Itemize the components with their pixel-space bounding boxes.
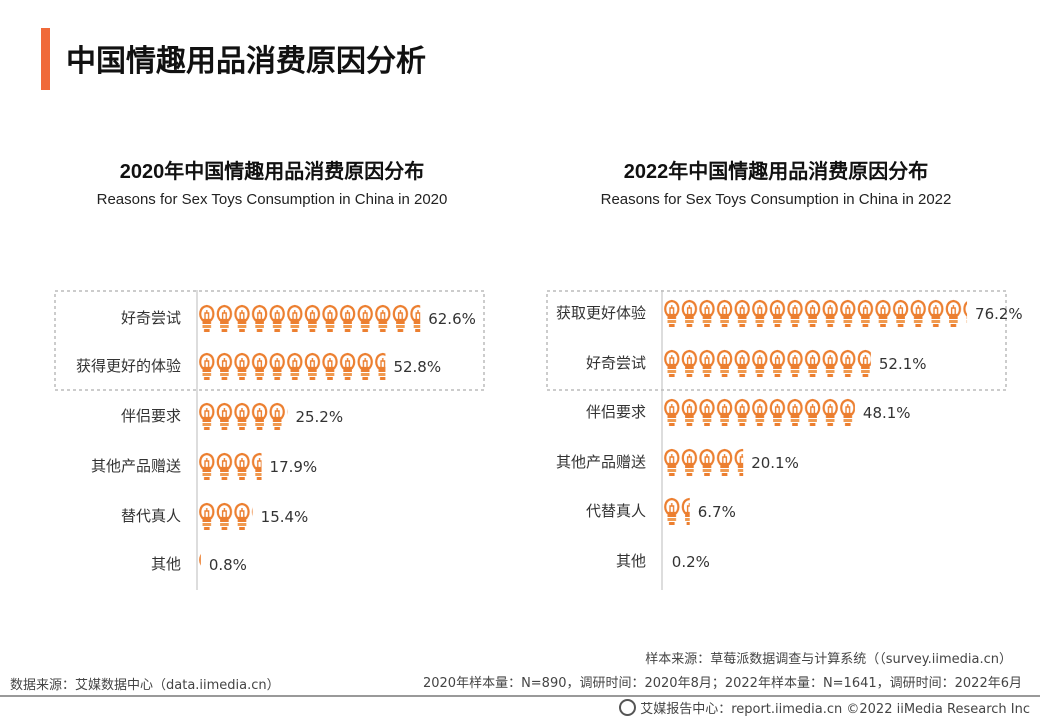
bar-lightbulbs [663, 348, 871, 378]
chart-2022: 获取更好体验 76.2% 好奇尝试 52.1% 伴侣要求 48.1% 其他产品赠送 20.1%… [546, 290, 1023, 590]
footer-divider [0, 695, 1040, 697]
highlight-box [546, 290, 1007, 391]
value-label: 25.2% [295, 408, 343, 426]
category-label: 获取更好体验 [556, 304, 646, 322]
category-label: 其他 [151, 555, 181, 573]
value-label: 76.2% [975, 305, 1023, 323]
value-label: 62.6% [428, 310, 476, 328]
data-source: 数据来源：艾媒数据中心（data.iimedia.cn） [10, 678, 280, 693]
bar-lightbulbs [663, 298, 968, 328]
category-label: 伴侣要求 [121, 407, 181, 425]
bar-lightbulbs [198, 303, 421, 333]
category-label: 其他 [616, 552, 646, 570]
bar-lightbulbs [198, 501, 253, 531]
category-label: 其他产品赠送 [556, 453, 646, 471]
value-label: 0.8% [209, 556, 247, 574]
value-label: 48.1% [863, 404, 911, 422]
bar-lightbulbs [198, 549, 201, 579]
chart-2020: 好奇尝试 62.6% 获得更好的体验 52.8% 伴侣要求 25.2% 其他产品赠送 17.9… [54, 290, 485, 590]
category-label: 伴侣要求 [586, 403, 646, 421]
category-label: 替代真人 [121, 507, 181, 525]
bar-lightbulbs [198, 451, 262, 481]
value-label: 15.4% [261, 508, 309, 526]
value-label: 17.9% [270, 458, 318, 476]
category-label: 代替真人 [586, 502, 646, 520]
sample-info: 2020年样本量：N=890，调研时间：2020年8月；2022年样本量：N=1… [422, 676, 1022, 691]
category-label: 其他产品赠送 [91, 457, 181, 475]
chart-subtitle-2020: Reasons for Sex Toys Consumption in Chin… [96, 191, 448, 208]
category-label: 好奇尝试 [121, 309, 181, 327]
globe-icon [619, 699, 637, 716]
sample-source: 样本来源：草莓派数据调查与计算系统（（survey.iimedia.cn） [645, 652, 1012, 667]
bar-lightbulbs [663, 447, 744, 477]
value-label: 6.7% [698, 503, 736, 521]
value-label: 0.2% [672, 553, 710, 571]
report-credit: 艾媒报告中心：report.iimedia.cn ©2022 iiMedia R… [619, 698, 1030, 717]
value-label: 52.8% [393, 358, 441, 376]
bar-lightbulbs [663, 546, 664, 576]
report-credit-text: 艾媒报告中心：report.iimedia.cn ©2022 iiMedia R… [640, 702, 1030, 717]
page-title: 中国情趣用品消费原因分析 [66, 45, 426, 78]
chart-title-2022: 2022年中国情趣用品消费原因分布 [623, 161, 929, 183]
bar-lightbulbs [198, 401, 288, 431]
chart-subtitle-2022: Reasons for Sex Toys Consumption in Chin… [600, 191, 952, 208]
value-label: 52.1% [879, 355, 927, 373]
value-label: 20.1% [751, 454, 799, 472]
bar-lightbulbs [663, 397, 855, 427]
category-label: 获得更好的体验 [76, 357, 181, 375]
title-accent-bar [41, 28, 50, 90]
bar-lightbulbs [663, 496, 690, 526]
category-label: 好奇尝试 [586, 354, 646, 372]
bar-lightbulbs [198, 351, 386, 381]
chart-title-2020: 2020年中国情趣用品消费原因分布 [119, 161, 425, 183]
